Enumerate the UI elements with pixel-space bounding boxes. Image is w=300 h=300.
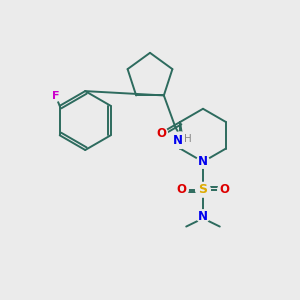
Circle shape (175, 183, 188, 196)
Text: O: O (156, 127, 166, 140)
Circle shape (196, 182, 210, 197)
Circle shape (218, 183, 231, 196)
Circle shape (154, 127, 167, 140)
Text: O: O (177, 183, 187, 196)
Text: N: N (198, 155, 208, 168)
Circle shape (50, 90, 61, 101)
Text: F: F (52, 91, 59, 100)
Circle shape (196, 155, 209, 168)
Circle shape (196, 210, 209, 223)
Text: N: N (173, 134, 183, 147)
Text: H: H (184, 134, 192, 144)
Circle shape (172, 132, 188, 148)
Text: S: S (199, 183, 208, 196)
Text: O: O (219, 183, 229, 196)
Text: N: N (198, 210, 208, 223)
